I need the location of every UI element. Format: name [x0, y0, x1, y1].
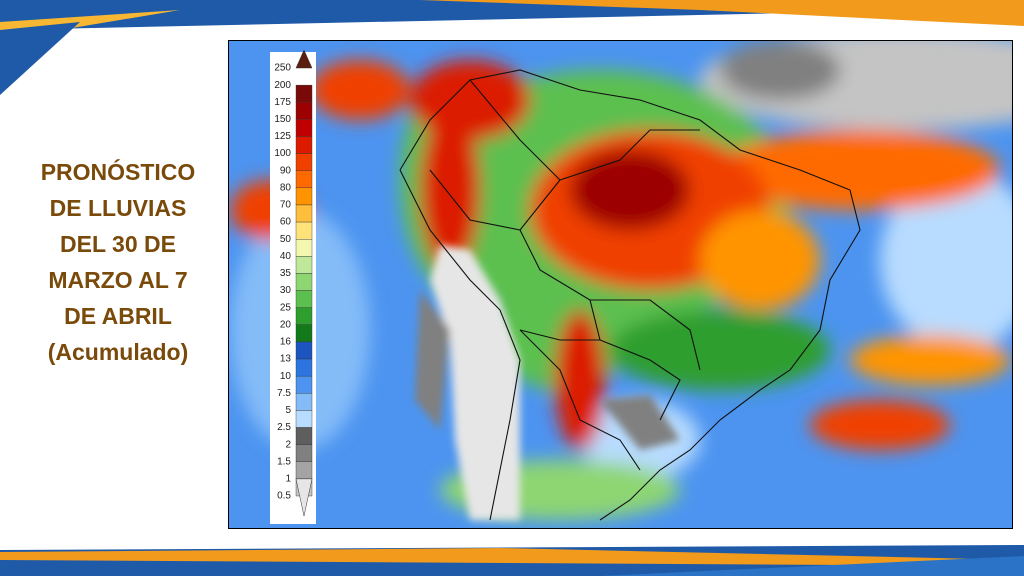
- legend-swatch: [295, 238, 313, 257]
- legend-label: 70: [280, 200, 292, 211]
- title-line: MARZO AL 7: [48, 267, 187, 293]
- legend-label: 50: [280, 234, 292, 245]
- title-line: DE LLUVIAS: [50, 195, 187, 221]
- legend-label: 20: [280, 319, 292, 330]
- legend-label: 2: [285, 439, 291, 450]
- legend-label: 1: [285, 474, 291, 485]
- legend-swatch: [295, 375, 313, 394]
- bottom-stripes: [0, 545, 1024, 576]
- legend-swatch: [295, 221, 313, 240]
- legend-swatch: [295, 119, 313, 137]
- legend-swatch: [295, 187, 313, 206]
- title-line: DE ABRIL: [64, 303, 172, 329]
- top-stripes: [0, 0, 1024, 95]
- legend-label: 2.5: [277, 422, 291, 433]
- legend-label: 80: [280, 182, 292, 193]
- borders: [399, 69, 861, 521]
- title: PRONÓSTICO DE LLUVIAS DEL 30 DE MARZO AL 7 D…: [41, 158, 196, 365]
- legend-swatch: [295, 273, 313, 291]
- legend-label: 10: [280, 371, 292, 382]
- legend-label: 13: [280, 354, 292, 365]
- legend-label: 16: [280, 337, 292, 348]
- legend-label: 150: [274, 114, 291, 125]
- legend-swatch: [295, 444, 313, 462]
- legend-label: 0.5: [277, 491, 291, 502]
- legend-swatch: [295, 204, 313, 223]
- legend-label: 30: [280, 285, 292, 296]
- legend-label: 175: [274, 97, 291, 108]
- legend-swatch: [295, 410, 313, 428]
- title-line: (Acumulado): [48, 339, 189, 365]
- legend-swatch: [295, 461, 313, 480]
- legend-label: 250: [274, 63, 291, 74]
- legend-swatch: [295, 290, 313, 308]
- legend-swatch: [295, 341, 313, 360]
- legend-label: 40: [280, 251, 292, 262]
- legend-swatch: [295, 84, 313, 103]
- legend-label: 5: [285, 405, 291, 416]
- legend-label: 90: [280, 165, 292, 176]
- legend-swatch: [295, 393, 313, 411]
- legend-swatch: [295, 324, 313, 343]
- legend-swatch: [295, 427, 313, 445]
- precip-map: 2502001751501251009080706050403530252016…: [228, 40, 1013, 529]
- legend-label: 7.5: [277, 388, 291, 399]
- legend-label: 125: [274, 131, 291, 142]
- legend-label: 25: [280, 302, 292, 313]
- legend-swatch: [295, 307, 313, 325]
- legend-label: 100: [274, 148, 291, 159]
- legend-swatch: [295, 256, 313, 274]
- legend-swatch: [295, 49, 313, 69]
- legend-swatch: [295, 478, 313, 517]
- title-line: DEL 30 DE: [60, 231, 176, 257]
- legend-swatch: [295, 170, 313, 189]
- legend-swatch: [295, 358, 313, 377]
- legend-label: 200: [274, 80, 291, 91]
- legend-swatch: [295, 102, 313, 120]
- legend-swatch: [295, 153, 313, 171]
- legend-label: 35: [280, 268, 292, 279]
- legend: 2502001751501251009080706050403530252016…: [274, 49, 313, 517]
- legend-label: 60: [280, 217, 292, 228]
- legend-swatch: [295, 136, 313, 154]
- legend-label: 1.5: [277, 456, 291, 467]
- title-line: PRONÓSTICO: [41, 158, 196, 185]
